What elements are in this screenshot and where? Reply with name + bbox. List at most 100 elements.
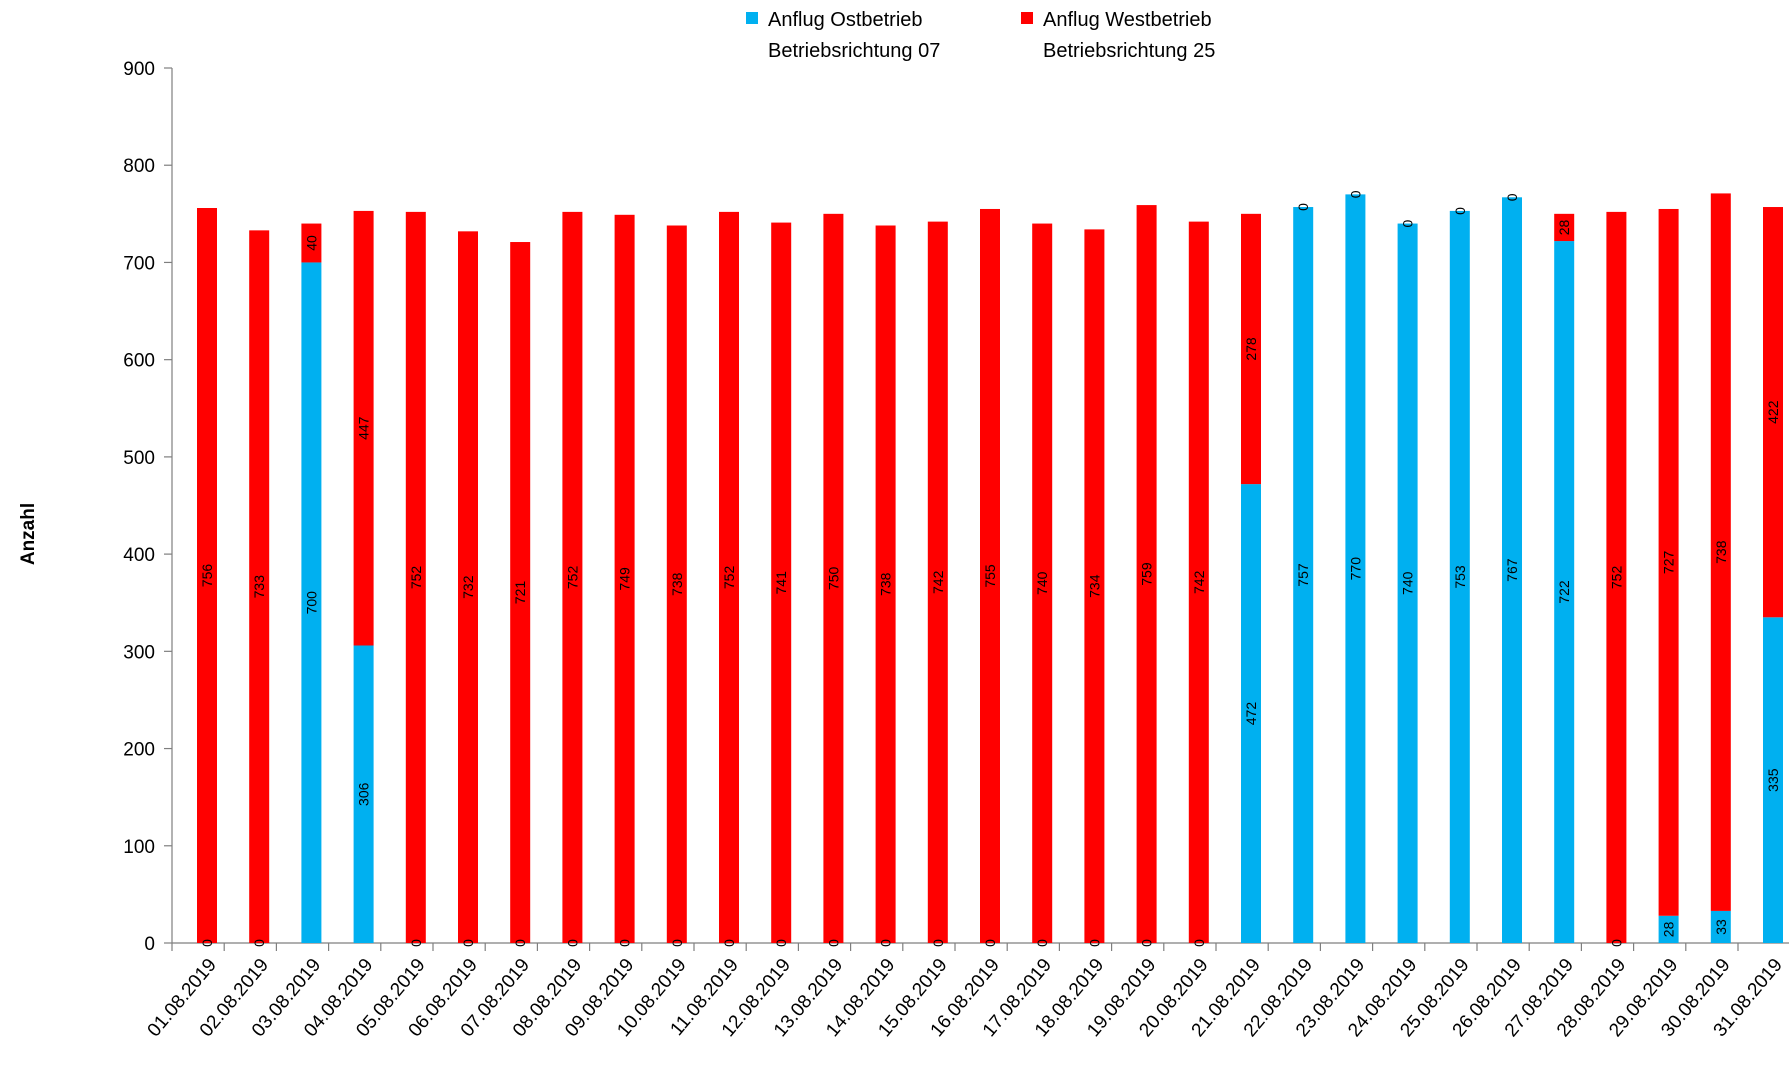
y-tick-label: 700 [123,253,155,274]
data-label: 472 [1243,702,1259,726]
data-label: 40 [303,235,319,251]
y-tick-label: 300 [123,642,155,663]
data-label: 742 [1191,570,1207,594]
data-label: 0 [773,939,789,947]
bar-westbetrieb [875,225,896,943]
legend-label: Anflug Westbetrieb [1043,9,1212,31]
bar-westbetrieb [1554,213,1575,242]
data-label: 0 [617,939,633,947]
data-label: 721 [512,581,528,605]
data-label: 734 [1086,574,1102,598]
x-axis: 01.08.201902.08.201903.08.201904.08.2019… [144,942,1789,1041]
bar-ostbetrieb [1554,241,1575,944]
data-label: 759 [1139,562,1155,586]
data-label: 0 [251,939,267,947]
data-label: 33 [1713,919,1729,935]
bar-westbetrieb [1606,211,1627,943]
data-label: 755 [982,564,998,588]
bar-westbetrieb [405,211,426,943]
data-label: 0 [1086,939,1102,947]
data-label: 0 [825,939,841,947]
data-label: 749 [617,567,633,591]
data-label: 0 [1347,190,1363,198]
y-tick-label: 100 [123,837,155,858]
y-tick-label: 200 [123,740,155,761]
data-label: 0 [564,939,580,947]
y-tick-label: 900 [123,59,155,80]
bar-westbetrieb [1241,213,1261,485]
data-label: 0 [408,939,424,947]
data-label: 753 [1452,565,1468,589]
bar-ostbetrieb [1710,910,1731,943]
y-tick-label: 600 [123,351,155,372]
data-label: 28 [1661,921,1677,937]
bar-westbetrieb [249,230,270,944]
data-label: 733 [251,575,267,599]
data-label: 752 [721,566,737,590]
bar-westbetrieb [1710,193,1731,911]
data-label: 0 [1295,203,1311,211]
data-label: 335 [1765,768,1781,792]
bar-ostbetrieb [353,645,374,943]
data-label: 0 [669,939,685,947]
y-tick-label: 800 [123,156,155,177]
bar-westbetrieb [510,242,531,943]
bar-westbetrieb [823,213,844,944]
data-label: 757 [1295,563,1311,587]
data-label: 0 [1191,939,1207,947]
data-label: 422 [1765,400,1781,424]
bar-westbetrieb [353,210,374,646]
legend-swatch-westbetrieb [1021,12,1033,24]
bar-westbetrieb [1084,229,1105,943]
bar-westbetrieb [1032,223,1053,944]
data-label: 740 [1400,571,1416,595]
bar-westbetrieb [1136,205,1157,944]
bar-westbetrieb [927,221,948,944]
data-label: 0 [460,939,476,947]
bar-ostbetrieb [1241,484,1261,943]
bar-westbetrieb [1188,221,1209,944]
data-label: 767 [1504,558,1520,582]
data-label: 752 [1608,566,1624,590]
bar-westbetrieb [562,211,583,943]
data-label: 0 [1608,939,1624,947]
bar-ostbetrieb [1293,207,1314,943]
bar-westbetrieb [1763,207,1783,618]
data-label: 306 [356,782,372,806]
data-label: 0 [930,939,946,947]
bar-ostbetrieb [1658,915,1679,943]
bar-westbetrieb [458,231,478,944]
data-labels: 0 756 0 733 700 40 306 447 0 752 0 732 0 721 0 752 0 749 0… [199,190,1781,947]
data-label: 770 [1347,557,1363,581]
bar-westbetrieb [614,214,635,944]
data-label: 756 [199,564,215,588]
data-label: 0 [1139,939,1155,947]
data-label: 0 [199,939,215,947]
data-label: 0 [878,939,894,947]
data-label: 0 [1452,207,1468,215]
data-label: 732 [460,575,476,599]
y-axis: 0 100 200 300 400 500 600 700 800 900 [123,59,173,955]
bar-ostbetrieb [1397,223,1418,944]
data-label: 0 [982,939,998,947]
legend-label: Betriebsrichtung 25 [1043,40,1215,62]
data-label: 0 [512,939,528,947]
data-label: 0 [1034,939,1050,947]
data-label: 722 [1556,580,1572,604]
y-axis-label: Anzahl [18,503,39,565]
legend-swatch-ostbetrieb [746,12,758,24]
bar-ostbetrieb [1763,617,1783,943]
data-label: 752 [564,566,580,590]
y-tick-label: 0 [144,934,155,955]
data-label: 28 [1556,219,1572,235]
data-label: 738 [878,572,894,596]
bar-ostbetrieb [1449,210,1470,943]
legend: Anflug Ostbetrieb Betriebsrichtung 07 Anfl… [746,9,1215,62]
data-label: 740 [1034,571,1050,595]
data-label: 738 [1713,540,1729,564]
data-label: 738 [669,572,685,596]
bar-westbetrieb [719,211,739,943]
data-label: 752 [408,566,424,590]
y-tick-label: 500 [123,448,155,469]
